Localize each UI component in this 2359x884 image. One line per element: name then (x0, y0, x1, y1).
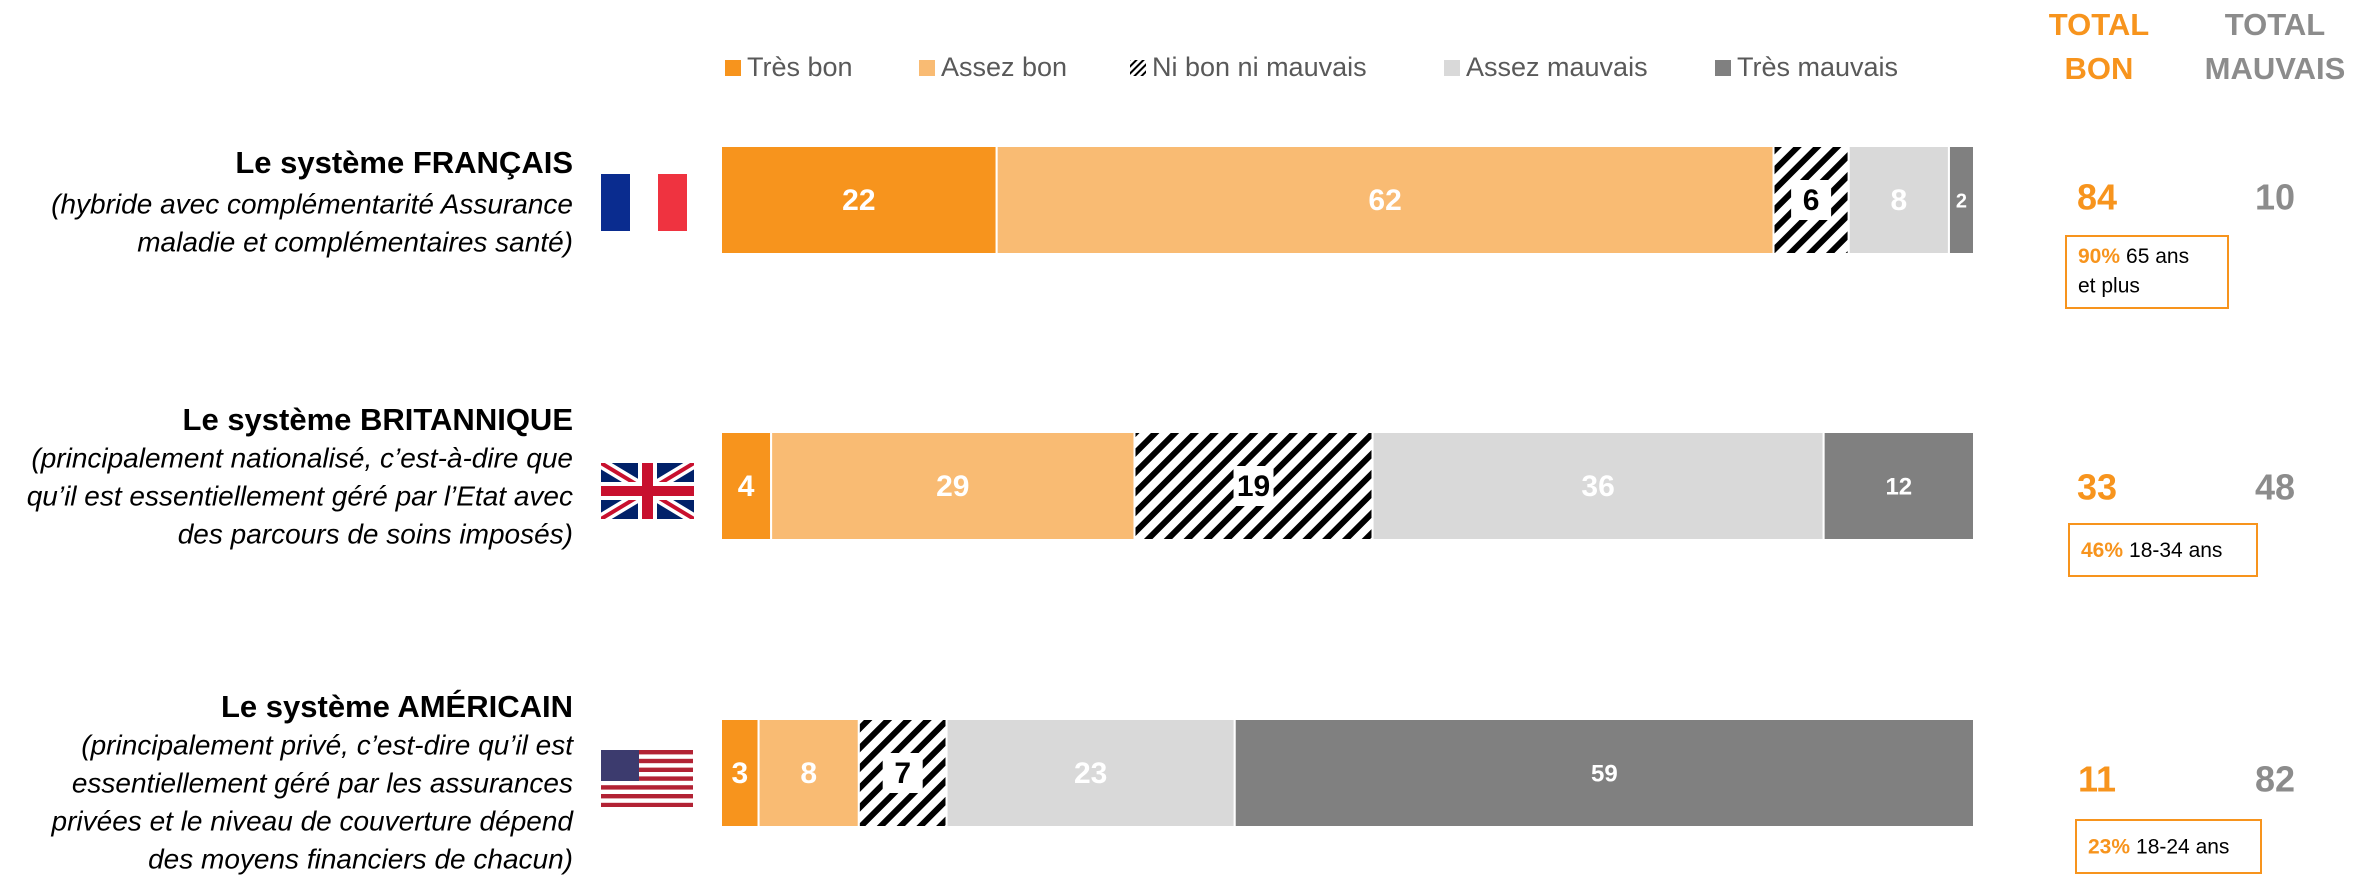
total-header: MAUVAIS (2205, 51, 2346, 86)
value-label: 4 (738, 470, 755, 503)
value-label: 36 (1581, 470, 1614, 503)
total-header: BON (2065, 51, 2134, 86)
value-label: 22 (842, 184, 875, 217)
flag-france (601, 174, 687, 231)
value-label: 29 (936, 470, 969, 503)
highlight-box (2065, 235, 2229, 309)
value-label: 7 (894, 757, 911, 790)
value-label-bg (1791, 180, 1832, 220)
category-description: privées et le niveau de couverture dépen… (51, 805, 575, 836)
value-label: 8 (800, 757, 817, 790)
category-description: (principalement privé, c’est-dire qu’il … (81, 729, 574, 760)
flag-uk (601, 463, 694, 519)
bar-segment (720, 431, 773, 541)
total-header: TOTAL (2049, 7, 2149, 42)
legend-label: Très mauvais (1737, 52, 1898, 82)
highlight-box (2068, 523, 2258, 577)
total-value: 33 (2077, 467, 2117, 508)
flag-us (601, 750, 693, 807)
category-title: Le système AMÉRICAIN (221, 689, 573, 724)
category-description: (principalement nationalisé, c’est-à-dir… (31, 442, 573, 473)
legend-label: Assez bon (941, 52, 1067, 82)
total-value: 84 (2077, 177, 2117, 218)
highlight-text: 23% 18-24 ans (2088, 835, 2229, 858)
value-label: 8 (1890, 184, 1907, 217)
total-header: TOTAL (2225, 7, 2325, 42)
legend-label: Assez mauvais (1466, 52, 1648, 82)
value-label: 19 (1237, 470, 1270, 503)
bar-segment (1233, 718, 1975, 828)
category-title: Le système BRITANNIQUE (183, 402, 573, 437)
highlight-detail: 18-24 ans (2136, 835, 2229, 858)
highlight-text: 46% 18-34 ans (2081, 539, 2222, 562)
category-description: maladie et complémentaires santé) (137, 226, 573, 257)
bar-segment (945, 718, 1236, 828)
highlight-value: 46% (2081, 539, 2123, 562)
category-description: des parcours de soins imposés) (178, 518, 573, 549)
total-value: 10 (2255, 177, 2295, 218)
category-description: qu’il est essentiellement géré par l’Eta… (27, 480, 573, 511)
category-description: (hybride avec complémentarité Assurance (51, 188, 573, 219)
legend-label: Ni bon ni mauvais (1152, 52, 1367, 82)
value-label-bg (1233, 466, 1274, 506)
highlight-value: 90% (2078, 245, 2120, 268)
legend-swatch (1444, 60, 1460, 76)
legend-swatch (919, 60, 935, 76)
highlight-text: 90% 65 ans (2078, 245, 2189, 268)
bar-segment (770, 431, 1136, 541)
value-label: 59 (1591, 760, 1618, 787)
legend-swatch (1715, 60, 1731, 76)
bar-segment (720, 145, 998, 255)
highlight-detail: 18-34 ans (2129, 539, 2222, 562)
category-description: essentiellement géré par les assurances (72, 767, 573, 798)
highlight-box (2075, 819, 2262, 874)
total-value: 48 (2255, 467, 2295, 508)
total-value: 82 (2255, 759, 2295, 800)
bar-segment (1822, 431, 1976, 541)
highlight-value: 23% (2088, 835, 2130, 858)
value-label: 6 (1803, 184, 1820, 217)
legend-swatch (1130, 60, 1146, 76)
bar-segment (1371, 431, 1825, 541)
highlight-detail: et plus (2078, 275, 2140, 298)
bar-segment (995, 145, 1775, 255)
legend-swatch (725, 60, 741, 76)
highlight-detail: 65 ans (2126, 245, 2189, 268)
value-label: 62 (1368, 184, 1401, 217)
total-value: 11 (2078, 759, 2116, 800)
legend-label: Très bon (747, 52, 853, 82)
bar-segment (1947, 145, 1975, 255)
category-title: Le système FRANÇAIS (235, 145, 573, 180)
value-label: 3 (731, 757, 748, 790)
value-label: 2 (1956, 190, 1967, 212)
value-label-bg (882, 753, 923, 793)
value-label: 12 (1885, 473, 1912, 500)
value-label: 23 (1074, 757, 1107, 790)
category-description: des moyens financiers de chacun) (148, 843, 573, 874)
